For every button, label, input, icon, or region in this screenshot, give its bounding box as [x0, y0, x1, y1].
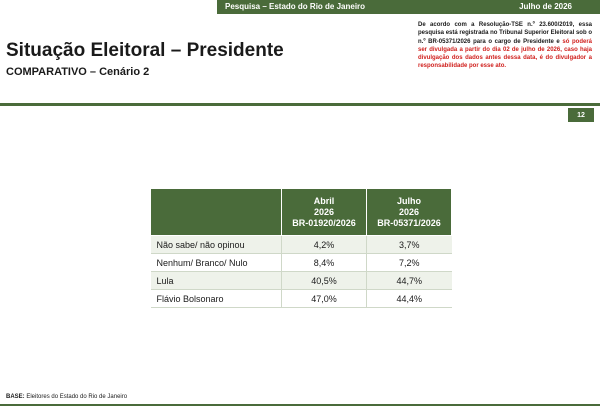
page-title: Situação Eleitoral – Presidente: [6, 40, 284, 61]
header-divider: [0, 103, 600, 106]
cell-april: 8,4%: [281, 253, 367, 272]
page-number: 12: [568, 108, 594, 122]
table-row: Flávio Bolsonaro 47,0% 44,4%: [150, 289, 452, 308]
table-header-row: Abril 2026 BR-01920/2026 Julho 2026 BR-0…: [150, 188, 452, 236]
disclaimer-warning: só poderá ser divulgada a partir do dia …: [418, 38, 592, 70]
footer-divider: [0, 404, 600, 406]
row-label: Não sabe/ não opinou: [150, 235, 282, 254]
row-label: Flávio Bolsonaro: [150, 289, 282, 308]
row-label: Lula: [150, 271, 282, 290]
disclaimer-text: De acordo com a Resolução-TSE n.º 23.600…: [418, 22, 592, 45]
column-header-july: Julho 2026 BR-05371/2026: [366, 188, 452, 236]
base-label: BASE:: [6, 394, 25, 400]
cell-april: 47,0%: [281, 289, 367, 308]
page-subtitle: COMPARATIVO – Cenário 2: [6, 66, 150, 78]
table-row: Não sabe/ não opinou 4,2% 3,7%: [150, 235, 452, 254]
column-header-april: Abril 2026 BR-01920/2026: [281, 188, 367, 236]
base-note: BASE: Eleitores do Estado do Rio de Jane…: [6, 394, 127, 400]
legal-disclaimer: De acordo com a Resolução-TSE n.º 23.600…: [418, 21, 592, 71]
cell-july: 3,7%: [366, 235, 452, 254]
row-label: Nenhum/ Branco/ Nulo: [150, 253, 282, 272]
base-text: Eleitores do Estado do Rio de Janeiro: [26, 394, 128, 400]
results-table: Abril 2026 BR-01920/2026 Julho 2026 BR-0…: [150, 188, 452, 308]
cell-april: 40,5%: [281, 271, 367, 290]
top-banner: Pesquisa – Estado do Rio de Janeiro Julh…: [217, 0, 600, 14]
table-row: Lula 40,5% 44,7%: [150, 271, 452, 290]
cell-july: 44,4%: [366, 289, 452, 308]
cell-july: 7,2%: [366, 253, 452, 272]
cell-july: 44,7%: [366, 271, 452, 290]
table-header-blank: [150, 188, 282, 236]
table-row: Nenhum/ Branco/ Nulo 8,4% 7,2%: [150, 253, 452, 272]
survey-month: Julho de 2026: [519, 2, 572, 11]
cell-april: 4,2%: [281, 235, 367, 254]
survey-name: Pesquisa – Estado do Rio de Janeiro: [225, 2, 366, 11]
